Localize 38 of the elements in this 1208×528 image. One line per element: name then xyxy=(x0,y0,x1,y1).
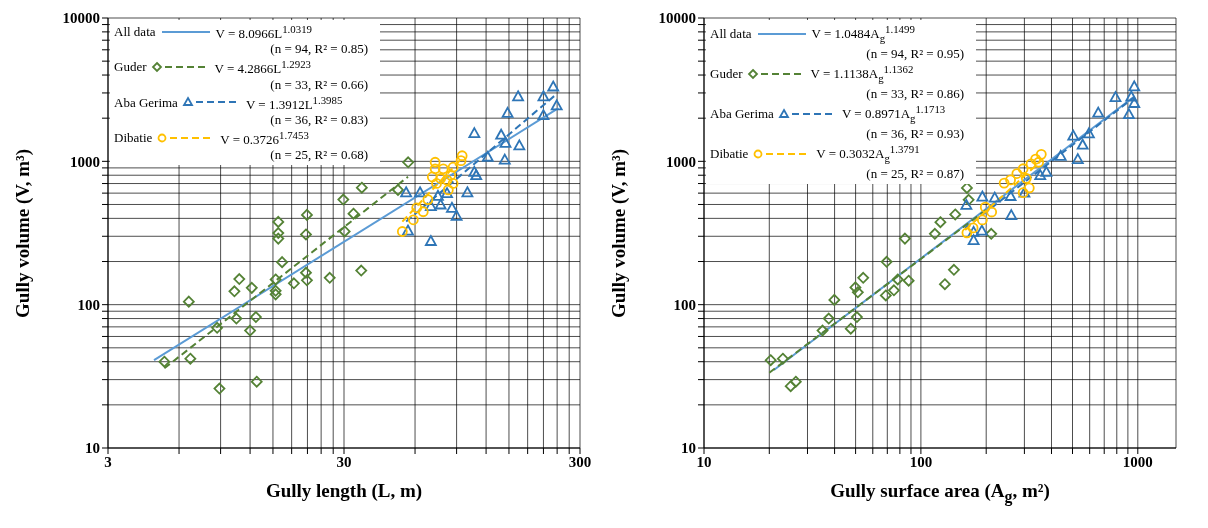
legend-label: All data xyxy=(710,26,752,42)
x-tick-label: 10 xyxy=(696,453,712,470)
annotation: (n = 94, R² = 0.95) xyxy=(866,45,964,61)
annotation: (n = 94, R² = 0.85) xyxy=(270,41,368,57)
y-tick-label: 1000 xyxy=(666,153,696,170)
annotation: (n = 33, R² = 0.86) xyxy=(866,85,964,101)
x-tick-label: 300 xyxy=(568,453,592,470)
y-tick-label: 10000 xyxy=(658,10,696,27)
annotation: V = 1.3912L$^{1.3985}$ xyxy=(245,92,343,112)
legend-label: All data xyxy=(114,24,156,40)
y-axis-title: Gully volume (V, m³) xyxy=(608,148,629,318)
legend-label: Guder xyxy=(114,59,147,75)
y-tick-label: 10 xyxy=(681,440,696,457)
y-tick-label: 1000 xyxy=(70,153,100,170)
annotation: V = 0.3726$^{1.7453}$ xyxy=(220,128,309,148)
legend-label: Dibatie xyxy=(114,130,153,146)
legend-label: Dibatie xyxy=(710,146,749,162)
x-tick-label: 1000 xyxy=(1122,453,1153,470)
legend-label: Guder xyxy=(710,66,743,82)
annotation: V = 4.2866L$^{1.2923}$ xyxy=(214,57,311,77)
y-tick-label: 100 xyxy=(673,296,696,313)
annotation: (n = 36, R² = 0.93) xyxy=(866,125,964,141)
x-tick-label: 30 xyxy=(336,453,352,470)
x-tick-label: 3 xyxy=(104,453,112,470)
y-tick-label: 10000 xyxy=(62,10,100,27)
annotation: (n = 25, R² = 0.68) xyxy=(270,147,368,163)
x-axis-title: Gully surface area (A$_{g}$, m²) xyxy=(830,480,1050,505)
y-tick-label: 100 xyxy=(77,296,100,313)
annotation: V = 8.0966L$^{1.0319}$ xyxy=(215,22,312,42)
y-axis-title: Gully volume (V, m³) xyxy=(12,148,33,318)
y-tick-label: 10 xyxy=(85,440,100,457)
legend-label: Aba Gerima xyxy=(114,94,178,110)
annotation: (n = 25, R² = 0.87) xyxy=(866,165,964,181)
x-tick-label: 100 xyxy=(909,453,933,470)
annotation: (n = 36, R² = 0.83) xyxy=(270,111,368,127)
legend-label: Aba Gerima xyxy=(710,106,774,122)
annotation: (n = 33, R² = 0.66) xyxy=(270,76,368,92)
x-axis-title: Gully length (L, m) xyxy=(265,480,423,501)
